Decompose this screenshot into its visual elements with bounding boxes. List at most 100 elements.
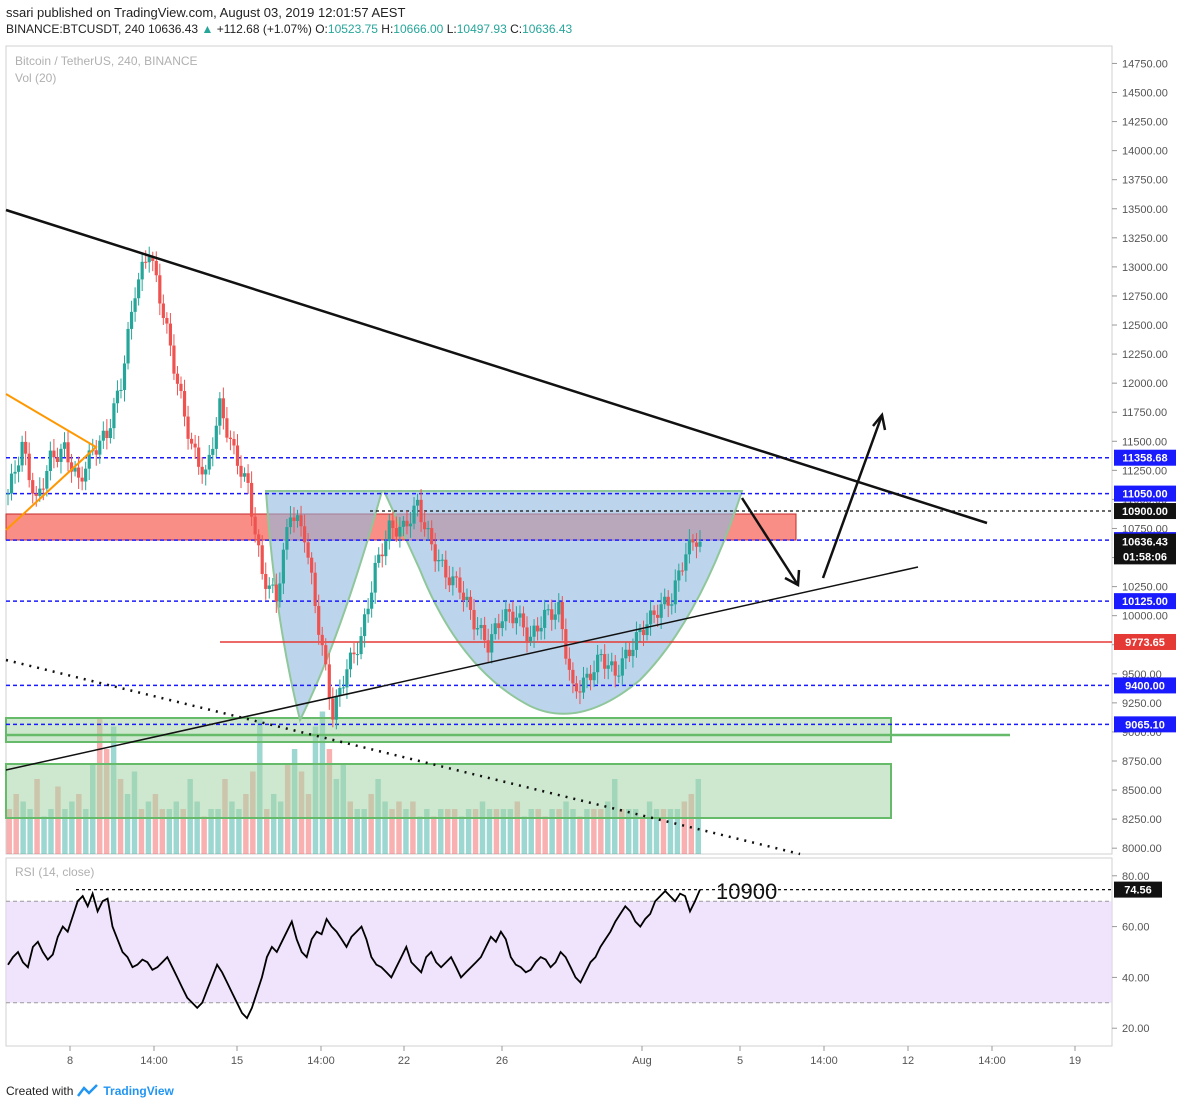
candle-body [278, 583, 282, 602]
volume-bar [570, 809, 576, 854]
candle-body [355, 654, 360, 656]
candle-body [288, 517, 293, 528]
price-tag [1114, 593, 1176, 610]
volume-bar [674, 809, 681, 854]
candle-body [691, 539, 695, 543]
candle-body [214, 425, 218, 449]
candle-body [479, 624, 483, 629]
rsi-value-label: 74.56 [1124, 885, 1152, 897]
candle-body [144, 261, 148, 263]
volume-bar [27, 809, 33, 854]
candle-body [684, 554, 688, 571]
projection-arrows [740, 412, 887, 588]
time-tick-label: 8 [67, 1055, 73, 1067]
candle-body [451, 576, 455, 586]
candle-body [606, 665, 610, 669]
candle-body [295, 515, 300, 521]
low-label: L: [446, 22, 457, 36]
volume-bar [410, 801, 416, 854]
candle-body [264, 573, 268, 589]
candle-body [257, 534, 261, 546]
candle-body [620, 658, 624, 676]
volume-bar [76, 794, 82, 854]
volume-bar [41, 816, 47, 854]
price-tick-label: 14000.00 [1122, 146, 1168, 158]
candle-body [271, 584, 275, 586]
candle-body [415, 499, 420, 506]
candle-body [172, 345, 176, 374]
candle-body [232, 438, 236, 446]
candle-body [659, 604, 663, 618]
candle-body [486, 640, 490, 653]
candle-body [34, 493, 38, 496]
volume-bar [605, 801, 611, 854]
candle-body [154, 260, 158, 276]
price-tick-label: 12250.00 [1122, 349, 1168, 361]
volume-bar [486, 809, 493, 854]
candle-body [500, 621, 504, 629]
candle-body [458, 577, 462, 593]
price-tick-label: 13250.00 [1122, 233, 1168, 245]
volume-bar [270, 794, 277, 854]
candle-body [31, 480, 35, 494]
candle-body [186, 416, 190, 439]
price-tag [1114, 633, 1176, 650]
volume-bar [13, 794, 19, 854]
candle-body [521, 613, 526, 628]
candle-body [327, 664, 331, 699]
candle-body [465, 596, 469, 600]
candle-body [680, 570, 684, 572]
price-tag-label: 9065.10 [1125, 719, 1165, 731]
candle-body [366, 608, 370, 615]
candle-body [179, 383, 183, 392]
candle-body [324, 645, 328, 665]
price-tag-label: 9773.65 [1125, 637, 1165, 649]
candle-body [588, 673, 593, 681]
volume-bar [653, 809, 660, 854]
candle-body [115, 390, 120, 404]
high-value: 10666.00 [393, 22, 444, 36]
candle-body [168, 323, 173, 346]
volume-bar [382, 801, 388, 854]
candle-body [218, 398, 222, 426]
pair-legend: Bitcoin / TetherUS, 240, BINANCE [15, 54, 198, 68]
price-tag [1114, 449, 1176, 466]
candle-body [641, 629, 646, 636]
candle-body [493, 623, 497, 635]
volume-bar [424, 809, 430, 854]
volume-bar [556, 809, 562, 854]
volume-bar [62, 809, 68, 854]
volume-bar [417, 816, 423, 854]
candle-body [599, 654, 603, 656]
candle-body [41, 488, 45, 490]
time-tick-label: 22 [398, 1055, 410, 1067]
candle-body [87, 450, 91, 469]
volume-bar [584, 809, 590, 854]
volume-bar [479, 801, 486, 854]
close-label: C: [510, 22, 523, 36]
candle-body [158, 275, 162, 304]
candle-body [472, 609, 476, 630]
candle-body [250, 482, 254, 517]
candle-body [412, 505, 416, 524]
volume-bar [500, 809, 507, 854]
candle-body [430, 528, 434, 545]
candle-body [147, 256, 151, 263]
candle-body [401, 520, 406, 527]
candle-body [483, 624, 487, 641]
candle-body [638, 629, 642, 633]
candle-body [433, 544, 437, 562]
price-tick-label: 12750.00 [1122, 291, 1168, 303]
candle-body [281, 549, 285, 584]
candle-body [648, 610, 653, 625]
tradingview-link[interactable]: TradingView [103, 1084, 174, 1098]
price-tick-label: 12500.00 [1122, 320, 1168, 332]
candle-body [345, 669, 349, 688]
price-chart[interactable]: 8000.008250.008500.008750.009000.009250.… [0, 0, 1182, 1080]
volume-bar [632, 809, 639, 854]
candle-body [507, 609, 511, 612]
candle-body [380, 554, 384, 557]
candle-body [687, 539, 692, 555]
candle-body [550, 609, 554, 620]
candle-body [161, 303, 165, 318]
